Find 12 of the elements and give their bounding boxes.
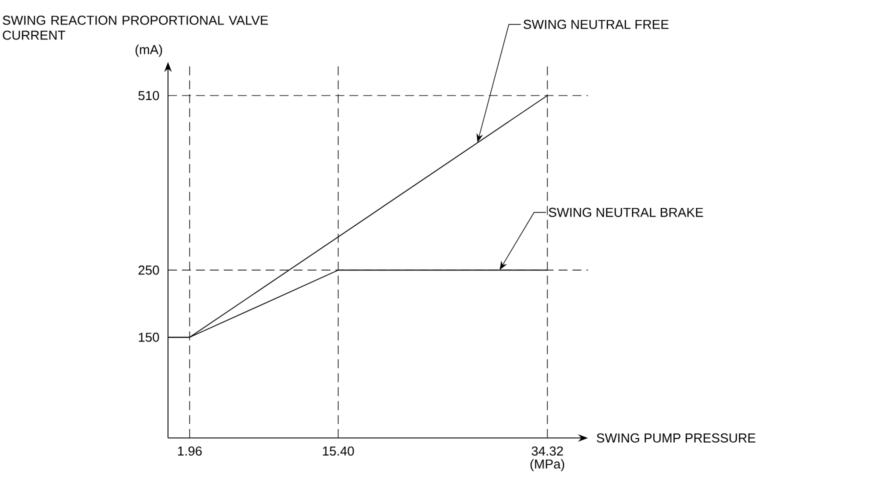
y-tick-label: 510: [138, 90, 160, 100]
y-tick-label: 250: [138, 266, 160, 275]
annotation: SWING NEUTRAL BRAKE: [548, 208, 704, 217]
text: (MPa): [530, 459, 564, 472]
y-axis-title: SWING REACTION PROPORTIONAL VALVE CURRENT: [2, 16, 268, 40]
y-tick-label: 150: [138, 332, 160, 342]
x-axis-title: SWING PUMP PRESSURE: [596, 433, 756, 443]
annotation: SWING NEUTRAL FREE: [524, 20, 668, 29]
text: (mA): [136, 44, 162, 57]
x-tick-label: 1.96: [178, 446, 202, 456]
x-tick-label: 15.40: [323, 446, 354, 456]
x-tick-label: 34.32: [532, 446, 563, 456]
